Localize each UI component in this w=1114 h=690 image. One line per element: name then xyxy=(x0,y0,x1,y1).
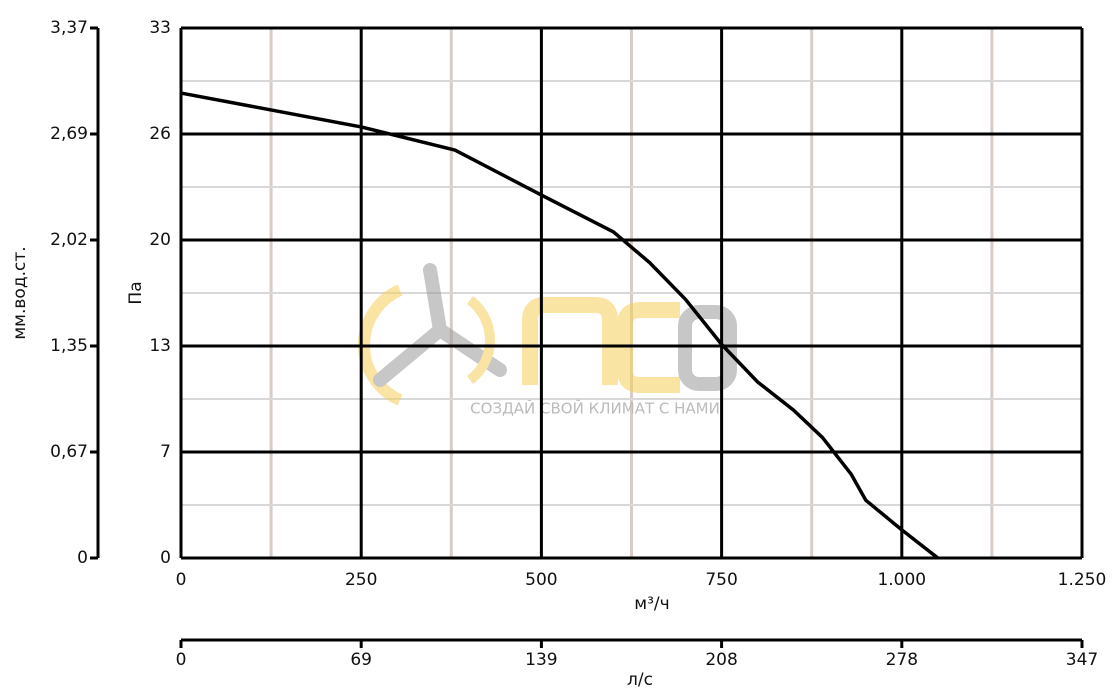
x-tick-label: 0 xyxy=(176,570,187,590)
x2-tick-label: 69 xyxy=(350,650,372,670)
y-axis-label: Па xyxy=(126,281,146,304)
y2-tick-label: 2,69 xyxy=(50,124,88,144)
y-tick-label: 20 xyxy=(149,230,171,250)
x2-tick-label: 208 xyxy=(705,650,737,670)
logo-letter xyxy=(678,305,737,391)
y-tick-label: 13 xyxy=(149,336,171,356)
x-tick-label: 500 xyxy=(525,570,557,590)
curve xyxy=(180,91,939,560)
x-tick-label: 250 xyxy=(345,570,377,590)
grid xyxy=(181,28,1082,558)
logo-fan xyxy=(373,263,507,387)
x2-tick-label: 278 xyxy=(886,650,918,670)
x2-tick-label: 139 xyxy=(525,650,557,670)
y2-tick-label: 0,67 xyxy=(50,442,88,462)
y-tick-label: 0 xyxy=(160,548,171,568)
y-tick-label: 7 xyxy=(160,442,171,462)
y-tick-label: 26 xyxy=(149,124,171,144)
y-tick-label: 33 xyxy=(149,18,171,38)
x-tick-label: 750 xyxy=(705,570,737,590)
x2-tick-label: 347 xyxy=(1066,650,1098,670)
y2-tick-label: 3,37 xyxy=(50,18,88,38)
foreground: 0 250 500 750 1.000 1.250 0 7 13 20 26 33 0 0,67 1,35 2… xyxy=(50,18,1106,670)
x-tick-label: 1.000 xyxy=(877,570,926,590)
y2-tick-label: 0 xyxy=(77,548,88,568)
watermark-text: СОЗДАЙ СВОЙ КЛИМАТ С НАМИ xyxy=(470,399,720,418)
y2-tick-label: 1,35 xyxy=(50,336,88,356)
logo-arc xyxy=(466,296,495,384)
x-axis-label: м³/ч xyxy=(634,594,669,614)
y2-tick-label: 2,02 xyxy=(50,230,88,250)
x2-tick-label: 0 xyxy=(176,650,187,670)
x-tick-label: 1.250 xyxy=(1058,570,1107,590)
y2-axis-label: мм.вод.ст. xyxy=(10,246,30,339)
logo-letter xyxy=(522,297,618,385)
x2-axis-label: л/с xyxy=(627,670,653,690)
